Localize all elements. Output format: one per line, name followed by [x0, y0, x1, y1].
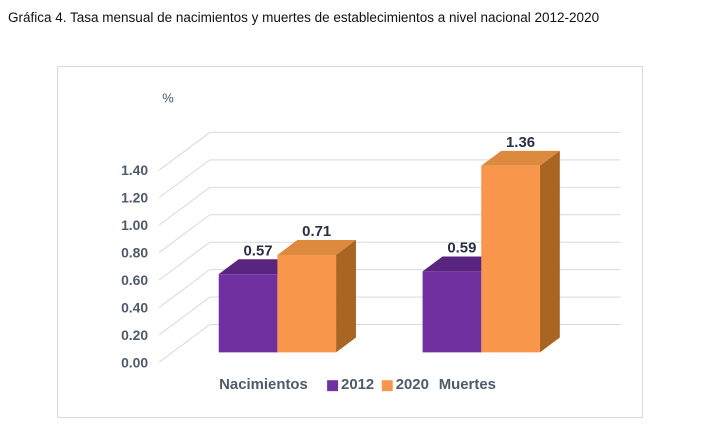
bar-data-label: 0.57	[244, 243, 273, 259]
y-axis-tick-label: 0.60	[121, 272, 148, 288]
bar-data-label: 1.36	[506, 135, 535, 151]
sidewall-gridline	[158, 241, 211, 281]
chart-title: Gráfica 4. Tasa mensual de nacimientos y…	[8, 10, 600, 25]
bar-top-face	[481, 150, 560, 166]
bar-2020-nacimientos: 0.71	[277, 224, 356, 353]
legend-item-2012: 2012	[327, 377, 374, 393]
bar-data-label: 0.59	[447, 241, 476, 257]
bar-front-face	[218, 274, 278, 353]
y-axis-tick-label: 0.00	[121, 354, 148, 370]
bar-top-face	[277, 240, 356, 255]
bar-side-face	[336, 240, 356, 353]
sidewall-gridline	[158, 269, 211, 308]
sidewall-gridline	[158, 186, 211, 226]
bar-chart-3d: 0.00 0.20 0.40 0.60 0.80 1.00 1.20 1.40% 0.57 0.7…	[121, 90, 621, 393]
legend-label-2020: 2020	[396, 377, 429, 393]
legend-label-2012: 2012	[341, 377, 374, 393]
y-axis-tick-label: 1.20	[121, 190, 148, 206]
bar-group-muertes: 0.59 1.36	[422, 135, 560, 353]
bar-front-face	[277, 254, 337, 353]
sidewall-gridline	[158, 159, 211, 199]
sidewall-gridline	[158, 324, 211, 363]
chart-panel: 0.00 0.20 0.40 0.60 0.80 1.00 1.20 1.40% 0.57 0.7…	[57, 66, 643, 418]
sidewall-gridline	[158, 296, 211, 336]
bar-front-face	[422, 271, 482, 353]
legend-item-2020: 2020	[381, 377, 429, 393]
category-label-nacimientos: Nacimientos	[219, 377, 308, 393]
legend: 2012 2020	[327, 377, 429, 393]
y-axis-tick-label: 1.40	[121, 162, 148, 178]
y-axis-unit-label: %	[162, 90, 174, 105]
category-label-muertes: Muertes	[439, 377, 496, 393]
gridlines-and-axis: 0.00 0.20 0.40 0.60 0.80 1.00 1.20 1.40	[121, 131, 621, 370]
bar-group-nacimientos: 0.57 0.71	[218, 224, 356, 353]
legend-swatch-2012	[327, 380, 339, 392]
bar-2020-muertes: 1.36	[481, 135, 560, 353]
bar-front-face	[481, 165, 540, 353]
legend-swatch-2020	[381, 380, 393, 392]
sidewall-gridline	[158, 132, 211, 171]
bar-data-label: 0.71	[302, 224, 331, 240]
bar-side-face	[539, 150, 560, 353]
y-axis-tick-label: 0.20	[121, 327, 148, 343]
y-axis-tick-label: 0.40	[121, 299, 148, 315]
y-axis-tick-label: 0.80	[121, 245, 148, 261]
y-axis-tick-label: 1.00	[121, 217, 148, 233]
sidewall-gridline	[158, 214, 211, 253]
